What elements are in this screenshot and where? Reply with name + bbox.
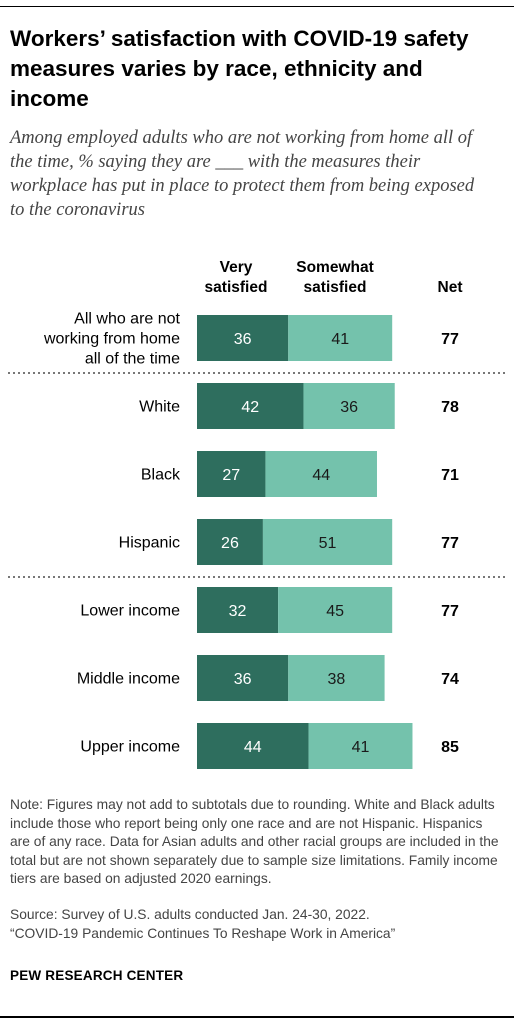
net-value-4: 77 bbox=[441, 603, 459, 620]
report-title: “COVID-19 Pandemic Continues To Reshape … bbox=[10, 925, 396, 941]
bar-very-satisfied-3 bbox=[197, 519, 263, 565]
net-value-5: 74 bbox=[441, 671, 459, 688]
value-somewhat-satisfied-6: 41 bbox=[352, 739, 370, 756]
top-rule bbox=[0, 6, 514, 7]
bar-very-satisfied-0 bbox=[197, 315, 289, 361]
chart-subtitle: Among employed adults who are not workin… bbox=[10, 128, 475, 220]
bar-somewhat-satisfied-5 bbox=[288, 655, 385, 701]
category-label-3: Hispanic bbox=[119, 535, 180, 552]
bar-somewhat-satisfied-3 bbox=[262, 519, 393, 565]
category-label-0-line-0: All who are not bbox=[74, 311, 180, 328]
value-somewhat-satisfied-5: 38 bbox=[328, 671, 346, 688]
value-very-satisfied-5: 36 bbox=[234, 671, 252, 688]
header-somewhat-line-1: satisfied bbox=[304, 279, 367, 296]
bar-somewhat-satisfied-4 bbox=[278, 587, 393, 633]
value-somewhat-satisfied-2: 44 bbox=[312, 467, 330, 484]
chart-title: Workers’ satisfaction with COVID-19 safe… bbox=[10, 26, 469, 111]
header-very-line-0: Very bbox=[220, 259, 253, 276]
net-value-1: 78 bbox=[441, 399, 459, 416]
chart-source: Source: Survey of U.S. adults conducted … bbox=[10, 906, 505, 943]
value-very-satisfied-0: 36 bbox=[234, 331, 252, 348]
category-label-5: Middle income bbox=[77, 671, 180, 688]
pew-logo-text: PEW RESEARCH CENTER bbox=[10, 968, 184, 983]
value-very-satisfied-2: 27 bbox=[222, 467, 240, 484]
net-value-3: 77 bbox=[441, 535, 459, 552]
bottom-rule bbox=[0, 1016, 514, 1018]
value-very-satisfied-3: 26 bbox=[221, 535, 239, 552]
value-somewhat-satisfied-4: 45 bbox=[326, 603, 344, 620]
chart-svg: Very satisfied Somewhat satisfied Net All who… bbox=[8, 259, 505, 769]
stacked-bar-chart: Very satisfied Somewhat satisfied Net All who… bbox=[0, 250, 514, 775]
bar-somewhat-satisfied-6 bbox=[308, 723, 413, 769]
bar-very-satisfied-2 bbox=[197, 451, 266, 497]
category-label-4: Lower income bbox=[80, 603, 180, 620]
net-value-0: 77 bbox=[441, 331, 459, 348]
value-somewhat-satisfied-0: 41 bbox=[331, 331, 349, 348]
category-label-1: White bbox=[139, 399, 180, 416]
category-label-2: Black bbox=[141, 467, 181, 484]
value-very-satisfied-4: 32 bbox=[229, 603, 247, 620]
chart-note: Note: Figures may not add to subtotals d… bbox=[10, 797, 499, 886]
category-label-0-line-2: all of the time bbox=[85, 351, 180, 368]
value-somewhat-satisfied-3: 51 bbox=[319, 535, 337, 552]
header-very-line-1: satisfied bbox=[205, 279, 268, 296]
net-value-6: 85 bbox=[441, 739, 459, 756]
source-line: Source: Survey of U.S. adults conducted … bbox=[10, 907, 370, 922]
header-somewhat-line-0: Somewhat bbox=[296, 259, 374, 276]
value-very-satisfied-1: 42 bbox=[241, 399, 259, 416]
bar-very-satisfied-5 bbox=[197, 655, 289, 701]
bar-very-satisfied-1 bbox=[197, 383, 304, 429]
value-very-satisfied-6: 44 bbox=[244, 739, 262, 756]
header-net: Net bbox=[438, 279, 463, 296]
bar-very-satisfied-6 bbox=[197, 723, 309, 769]
bar-somewhat-satisfied-0 bbox=[288, 315, 393, 361]
bar-somewhat-satisfied-1 bbox=[303, 383, 395, 429]
value-somewhat-satisfied-1: 36 bbox=[340, 399, 358, 416]
net-value-2: 71 bbox=[441, 467, 459, 484]
category-label-6: Upper income bbox=[80, 739, 180, 756]
bar-very-satisfied-4 bbox=[197, 587, 279, 633]
bar-somewhat-satisfied-2 bbox=[265, 451, 377, 497]
category-label-0-line-1: working from home bbox=[43, 331, 180, 348]
